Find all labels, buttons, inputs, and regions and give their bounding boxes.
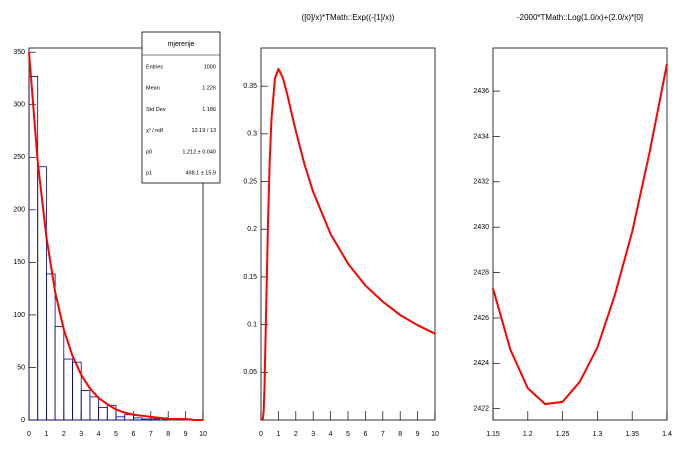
stats-value: 1000	[204, 64, 216, 70]
x-tick-label: 0	[259, 431, 263, 438]
x-tick-label: 5	[114, 431, 118, 438]
x-tick-label: 8	[166, 431, 170, 438]
x-tick-label: 9	[184, 431, 188, 438]
curve	[492, 63, 668, 406]
x-tick-label: 0	[27, 431, 31, 438]
curve	[28, 52, 203, 421]
curve	[261, 67, 436, 421]
x-tick-label: 1.25	[556, 431, 570, 438]
y-tick-label: 2422	[473, 406, 489, 413]
x-tick-label: 1.15	[486, 431, 500, 438]
x-tick-label: 1	[44, 431, 48, 438]
y-tick-label: 350	[13, 49, 25, 56]
y-tick-label: 0.15	[243, 274, 257, 281]
y-tick-label: 300	[13, 102, 25, 109]
stats-label: χ² / ndf	[146, 128, 163, 134]
x-tick-label: 4	[97, 431, 101, 438]
x-tick-label: 1.3	[593, 431, 603, 438]
y-tick-label: 2436	[473, 88, 489, 95]
x-tick-label: 7	[149, 431, 153, 438]
x-tick-label: 1.2	[523, 431, 533, 438]
y-tick-label: 2424	[473, 360, 489, 367]
stats-title: mjerenje	[168, 41, 195, 48]
x-tick-label: 10	[431, 431, 439, 438]
x-tick-label: 8	[398, 431, 402, 438]
y-tick-label: 150	[13, 259, 25, 266]
x-tick-label: 1.35	[625, 431, 639, 438]
y-tick-label: 0.2	[247, 226, 257, 233]
y-tick-label: 0.25	[243, 178, 257, 185]
histogram-bin	[106, 404, 117, 421]
y-tick-label: 0.3	[247, 131, 257, 138]
y-tick-label: 2432	[473, 179, 489, 186]
x-tick-label: 3	[79, 431, 83, 438]
x-tick-label: 9	[416, 431, 420, 438]
x-tick-label: 7	[381, 431, 385, 438]
x-tick-label: 4	[329, 431, 333, 438]
y-tick-label: 2426	[473, 315, 489, 322]
y-tick-label: 2430	[473, 224, 489, 231]
y-tick-label: 50	[17, 364, 25, 371]
stats-value: 498.1 ± 15.9	[185, 170, 216, 176]
stats-value: 1.186	[202, 107, 216, 113]
plot-frame	[492, 47, 668, 421]
pad-title: ([0]/x)*TMath::Exp((-[1]/x))	[302, 13, 395, 22]
histogram-bin	[124, 414, 134, 421]
stats-box	[141, 31, 221, 184]
x-tick-label: 1	[276, 431, 280, 438]
y-tick-label: 0.35	[243, 83, 257, 90]
x-tick-label: 6	[363, 431, 367, 438]
y-tick-label: 2428	[473, 269, 489, 276]
x-tick-label: 3	[311, 431, 315, 438]
stats-value: 1.226	[202, 86, 216, 92]
stats-label: p0	[146, 149, 152, 155]
stats-label: Mean	[146, 86, 160, 92]
stats-label: Std Dev	[146, 107, 166, 113]
x-tick-label: 2	[62, 431, 66, 438]
y-tick-label: 0.05	[243, 369, 257, 376]
x-tick-label: 1.4	[662, 431, 672, 438]
x-tick-label: 2	[294, 431, 298, 438]
pad-title: -2000*TMath::Log(1.0/x)+(2.0/x)*[0]	[517, 13, 643, 22]
y-tick-label: 250	[13, 154, 25, 161]
y-tick-label: 0	[21, 417, 25, 424]
stats-value: 12.19 / 13	[192, 128, 216, 134]
y-tick-label: 200	[13, 207, 25, 214]
stats-value: 1.212 ± 0.040	[182, 149, 216, 155]
stats-label: p1	[146, 170, 152, 176]
x-tick-label: 5	[346, 431, 350, 438]
x-tick-label: 6	[131, 431, 135, 438]
x-tick-label: 10	[199, 431, 207, 438]
y-tick-label: 100	[13, 312, 25, 319]
y-tick-label: 2434	[473, 133, 489, 140]
stats-label: Entries	[146, 64, 163, 70]
y-tick-label: 0.1	[247, 321, 257, 328]
